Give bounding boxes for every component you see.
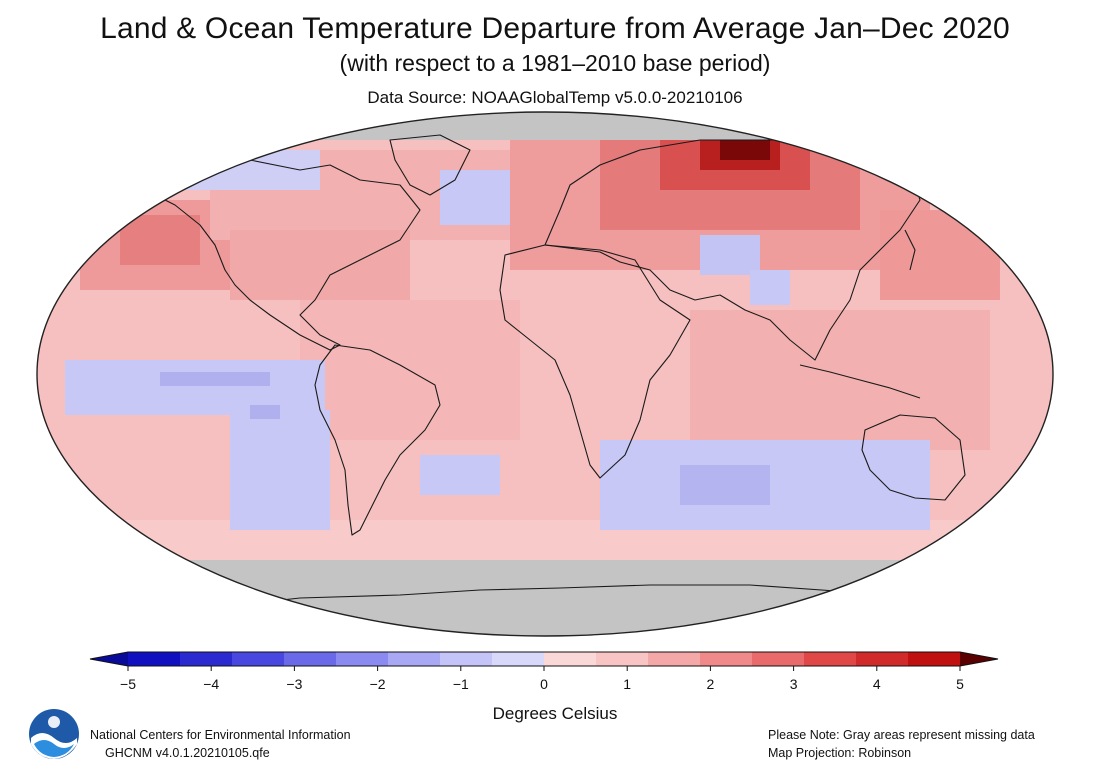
colorbar-tick-label: 2 (707, 676, 715, 692)
noaa-logo (29, 709, 79, 759)
colorbar-cell (700, 652, 753, 666)
colorbar-cell (596, 652, 649, 666)
colorbar-cell (804, 652, 857, 666)
colorbar-ticks: −5 −4 −3 −2 −1 0 1 2 3 4 5 (120, 666, 964, 692)
page-title: Land & Ocean Temperature Departure from … (100, 12, 1010, 45)
colorbar-cell (752, 652, 805, 666)
anomaly-patches (37, 130, 1053, 580)
temperature-anomaly-map (36, 111, 1054, 637)
indonesia-outline (799, 364, 921, 399)
colorbar-over-arrow (960, 652, 998, 666)
antarctica-outline (209, 584, 881, 609)
colorbar-tick-label: −1 (453, 676, 469, 692)
colorbar-cell (284, 652, 337, 666)
colorbar-tick-label: −2 (370, 676, 386, 692)
colorbar-cells (89, 651, 999, 667)
coastlines (149, 134, 966, 609)
missing-data-note: Please Note: Gray areas represent missin… (768, 728, 1035, 742)
colorbar-tick-label: −4 (203, 676, 219, 692)
colorbar-cell (128, 652, 181, 666)
colorbar-cell (440, 652, 493, 666)
colorbar-cell (908, 652, 961, 666)
colorbar-tick-label: −3 (286, 676, 302, 692)
data-source: Data Source: NOAAGlobalTemp v5.0.0-20210… (367, 88, 743, 107)
projection-note: Map Projection: Robinson (768, 746, 912, 760)
colorbar-cell (648, 652, 701, 666)
colorbar-tick-label: −5 (120, 676, 136, 692)
colorbar-cell (232, 652, 285, 666)
colorbar-cell (492, 652, 545, 666)
colorbar-label: Degrees Celsius (492, 704, 618, 723)
colorbar-tick-label: 3 (790, 676, 798, 692)
north-america-outline (149, 159, 421, 351)
colorbar-cell (180, 652, 233, 666)
eurasia-outline (544, 139, 921, 361)
colorbar-cell (388, 652, 441, 666)
colorbar-tick-label: 5 (956, 676, 964, 692)
colorbar-tick-label: 0 (540, 676, 548, 692)
greenland-outline (389, 134, 471, 196)
australia-outline (861, 414, 966, 501)
colorbar-cell (856, 652, 909, 666)
south-america-outline (314, 344, 441, 536)
colorbar-cell (544, 652, 597, 666)
japan-outline (904, 229, 916, 271)
colorbar-cell (336, 652, 389, 666)
globe-border (36, 111, 1054, 637)
colorbar-tick-label: 1 (623, 676, 631, 692)
page-subtitle: (with respect to a 1981–2010 base period… (339, 50, 771, 76)
colorbar-under-arrow (90, 652, 128, 666)
africa-outline (499, 244, 691, 479)
dataset-version: GHCNM v4.0.1.20210105.qfe (105, 746, 270, 760)
colorbar-tick-label: 4 (873, 676, 881, 692)
org-name: National Centers for Environmental Infor… (90, 728, 351, 742)
